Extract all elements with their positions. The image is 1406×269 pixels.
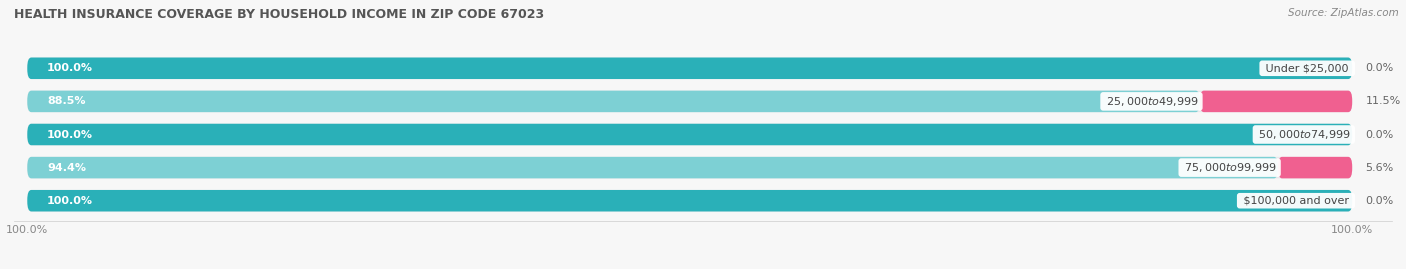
Text: 100.0%: 100.0%: [48, 63, 93, 73]
FancyBboxPatch shape: [27, 157, 1278, 178]
Text: 88.5%: 88.5%: [48, 96, 86, 107]
Text: Under $25,000: Under $25,000: [1263, 63, 1353, 73]
FancyBboxPatch shape: [1199, 91, 1353, 112]
FancyBboxPatch shape: [27, 124, 1353, 145]
FancyBboxPatch shape: [27, 157, 1353, 178]
Text: 100.0%: 100.0%: [48, 196, 93, 206]
FancyBboxPatch shape: [27, 91, 1353, 112]
Text: $75,000 to $99,999: $75,000 to $99,999: [1181, 161, 1278, 174]
FancyBboxPatch shape: [27, 58, 1353, 79]
Text: $50,000 to $74,999: $50,000 to $74,999: [1256, 128, 1353, 141]
Text: 0.0%: 0.0%: [1365, 63, 1393, 73]
Text: 0.0%: 0.0%: [1365, 196, 1393, 206]
Text: 11.5%: 11.5%: [1365, 96, 1400, 107]
Text: Source: ZipAtlas.com: Source: ZipAtlas.com: [1288, 8, 1399, 18]
FancyBboxPatch shape: [1278, 157, 1353, 178]
FancyBboxPatch shape: [27, 190, 1353, 211]
Text: 100.0%: 100.0%: [48, 129, 93, 140]
Text: HEALTH INSURANCE COVERAGE BY HOUSEHOLD INCOME IN ZIP CODE 67023: HEALTH INSURANCE COVERAGE BY HOUSEHOLD I…: [14, 8, 544, 21]
FancyBboxPatch shape: [27, 58, 1353, 79]
Text: 0.0%: 0.0%: [1365, 129, 1393, 140]
Text: $100,000 and over: $100,000 and over: [1240, 196, 1353, 206]
FancyBboxPatch shape: [27, 91, 1199, 112]
Text: 5.6%: 5.6%: [1365, 162, 1393, 173]
FancyBboxPatch shape: [27, 190, 1353, 211]
Text: $25,000 to $49,999: $25,000 to $49,999: [1104, 95, 1199, 108]
FancyBboxPatch shape: [27, 124, 1353, 145]
Text: 94.4%: 94.4%: [48, 162, 86, 173]
